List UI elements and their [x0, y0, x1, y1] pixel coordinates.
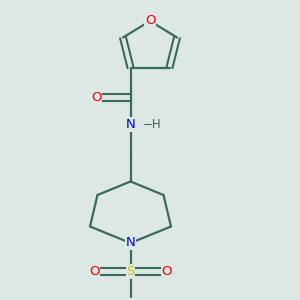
Text: N: N: [126, 236, 135, 250]
Text: −H: −H: [143, 118, 162, 131]
Text: N: N: [126, 118, 135, 131]
Text: O: O: [161, 265, 172, 278]
Text: O: O: [145, 14, 155, 28]
Text: S: S: [126, 265, 135, 278]
Text: O: O: [89, 265, 100, 278]
Text: O: O: [91, 91, 101, 104]
